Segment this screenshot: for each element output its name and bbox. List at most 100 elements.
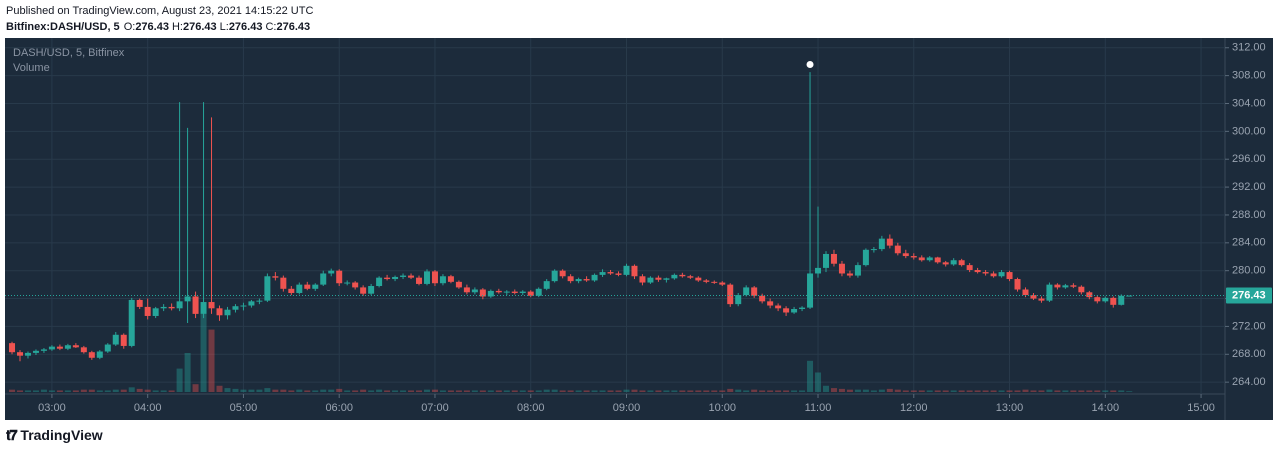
volume-bar: [527, 390, 534, 392]
candle-body: [543, 281, 550, 289]
volume-bar: [360, 389, 367, 392]
legend-entry: DASH/USD, 5, Bitfinex: [13, 47, 125, 59]
volume-bar: [583, 390, 590, 392]
candle-body: [1126, 295, 1133, 297]
volume-bar: [416, 390, 423, 392]
volume-bar: [950, 390, 957, 392]
volume-bar: [974, 390, 981, 392]
candle-body: [599, 272, 606, 275]
volume-bar: [1038, 390, 1045, 392]
candle-body: [719, 282, 726, 285]
volume-bar: [759, 390, 766, 392]
candle-body: [1118, 295, 1125, 305]
candle-body: [256, 300, 263, 302]
candle-body: [878, 238, 885, 250]
candle-body: [463, 287, 470, 293]
volume-bar: [838, 388, 845, 392]
y-tick-label: 292.00: [1232, 181, 1266, 193]
last-price-tag: [1226, 287, 1272, 304]
candle-body: [447, 276, 454, 282]
volume-bar: [88, 389, 95, 392]
volume-bar: [112, 389, 119, 392]
chart-background: [5, 38, 1273, 420]
candle-body: [974, 269, 981, 273]
candle-body: [687, 276, 694, 278]
candle-body: [144, 306, 151, 316]
candle-body: [950, 260, 957, 265]
volume-bar: [918, 390, 925, 392]
candle-body: [695, 277, 702, 281]
volume-bar: [846, 389, 853, 392]
candle-body: [1078, 286, 1085, 293]
volume-bar: [232, 388, 239, 392]
volume-bar: [671, 390, 678, 392]
candle-body: [607, 272, 614, 274]
volume-bar: [639, 390, 646, 392]
volume-bar: [240, 389, 247, 392]
ohlc-value: 276.43: [135, 21, 169, 33]
candle-body: [535, 288, 542, 296]
candle-body: [886, 238, 893, 246]
y-tick-label: 264.00: [1232, 376, 1266, 388]
candle-body: [679, 274, 686, 277]
x-tick-label: 10:00: [708, 402, 736, 414]
volume-bar: [743, 390, 750, 392]
volume-bar: [862, 389, 869, 392]
ohlc-value: 276.43: [228, 21, 263, 33]
volume-bar: [822, 385, 829, 392]
volume-bar: [80, 389, 87, 392]
volume-bar: [615, 390, 622, 392]
candle-body: [735, 295, 742, 305]
candle-body: [559, 270, 566, 277]
legend-entry: Volume: [13, 62, 50, 74]
volume-bar: [431, 389, 438, 392]
volume-bar: [176, 368, 183, 392]
volume-bar: [72, 390, 79, 392]
last-price-label: 276.43: [1232, 289, 1266, 301]
header: Published on TradingView.com, August 23,…: [6, 3, 313, 35]
volume-bar: [144, 389, 151, 392]
candle-body: [280, 277, 287, 289]
volume-bar: [479, 390, 486, 392]
volume-bar: [24, 390, 31, 392]
candle-body: [216, 308, 223, 316]
candle-body: [703, 280, 710, 282]
candle-body: [870, 249, 877, 251]
volume-bar: [104, 390, 111, 392]
brand-name: TradingView: [20, 427, 103, 443]
x-tick-label: 13:00: [996, 402, 1024, 414]
volume-bar: [368, 390, 375, 392]
candle-body: [264, 276, 271, 301]
candle-body: [152, 308, 159, 316]
volume-bar: [719, 390, 726, 392]
y-tick-label: 288.00: [1232, 209, 1266, 221]
y-tick-label: 312.00: [1232, 42, 1266, 54]
candle-body: [344, 282, 351, 284]
volume-bar: [280, 389, 287, 392]
volume-bar: [1086, 390, 1093, 392]
candle-body: [575, 279, 582, 282]
candle-body: [248, 301, 255, 306]
candle-body: [783, 308, 790, 313]
volume-bar: [352, 390, 359, 392]
candle-body: [328, 270, 335, 274]
candle-body: [1054, 284, 1061, 288]
volume-bar: [1102, 390, 1109, 392]
volume-bar: [711, 390, 718, 392]
y-tick-label: 300.00: [1232, 125, 1266, 137]
candle-body: [384, 277, 391, 280]
candle-body: [136, 299, 143, 307]
volume-bar: [878, 389, 885, 392]
volume-bar: [312, 390, 319, 392]
volume-bar: [136, 388, 143, 392]
volume-bar: [1062, 390, 1069, 392]
volume-bar: [783, 390, 790, 392]
candle-body: [838, 263, 845, 274]
volume-bar: [9, 389, 16, 392]
volume-bar: [1030, 390, 1037, 392]
symbol: Bitfinex:DASH/USD, 5: [6, 21, 120, 33]
volume-bar: [663, 390, 670, 392]
x-tick-label: 08:00: [517, 402, 545, 414]
volume-bar: [304, 390, 311, 392]
volume-bar: [870, 390, 877, 392]
